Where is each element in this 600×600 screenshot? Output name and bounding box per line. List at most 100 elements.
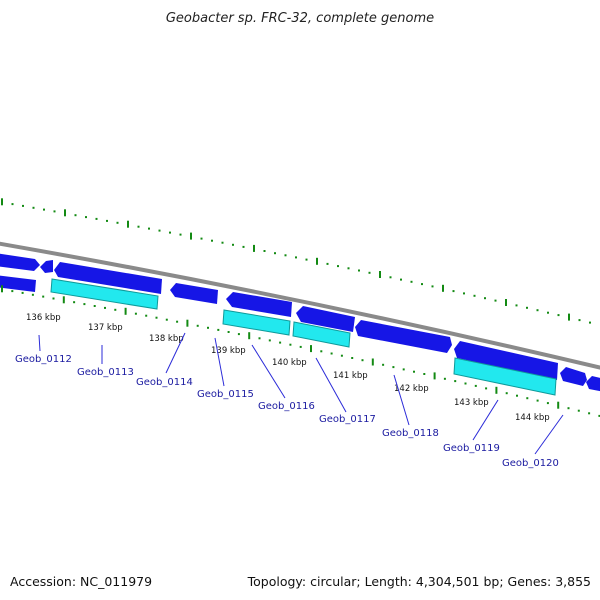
- gc-tick: [127, 220, 129, 228]
- gc-tick: [371, 358, 374, 366]
- gc-tick: [165, 318, 168, 321]
- gc-tick: [95, 217, 98, 220]
- gene-label-geob-0119[interactable]: Geob_0119: [443, 443, 500, 454]
- cds-arrow[interactable]: [296, 306, 355, 332]
- label-line: [393, 374, 410, 426]
- cds-arrow[interactable]: [170, 283, 218, 304]
- rna-feature[interactable]: [50, 278, 159, 310]
- gc-tick: [1, 198, 3, 206]
- cds-arrow[interactable]: [355, 320, 452, 353]
- gc-tick: [176, 320, 179, 323]
- gc-tick: [433, 372, 436, 380]
- gc-tick: [124, 307, 127, 315]
- gc-content-inner-track: [1, 285, 600, 417]
- gene-label-geob-0120[interactable]: Geob_0120: [502, 458, 559, 469]
- gc-tick: [473, 294, 476, 297]
- cds-arrow[interactable]: [560, 367, 587, 386]
- gc-tick: [330, 352, 333, 355]
- rna-feature[interactable]: [453, 357, 557, 396]
- gene-label-geob-0112[interactable]: Geob_0112: [15, 354, 72, 365]
- gc-tick: [588, 412, 591, 415]
- gc-tick: [392, 366, 395, 369]
- gc-tick: [221, 241, 224, 244]
- gc-tick: [526, 306, 528, 309]
- gc-tick: [268, 339, 271, 342]
- gc-tick: [217, 328, 220, 331]
- cds-arrow[interactable]: [0, 253, 40, 271]
- gc-tick: [263, 250, 266, 252]
- cds-arrow[interactable]: [586, 376, 600, 392]
- gc-tick: [463, 292, 465, 295]
- gc-tick: [155, 316, 158, 319]
- gc-tick: [474, 384, 477, 387]
- gc-tick: [464, 382, 467, 385]
- gc-tick: [495, 386, 498, 394]
- gene-label-geob-0115[interactable]: Geob_0115: [197, 389, 254, 400]
- gc-tick: [368, 271, 371, 274]
- rna-feature[interactable]: [222, 309, 291, 336]
- gc-tick: [546, 402, 549, 405]
- gc-tick: [337, 265, 339, 268]
- cds-arrow[interactable]: [54, 262, 162, 294]
- gc-tick: [248, 332, 251, 340]
- gc-tick: [295, 256, 297, 259]
- gc-tick: [379, 271, 381, 278]
- gc-tick: [104, 306, 106, 309]
- gc-tick: [62, 296, 65, 304]
- gc-tick: [423, 373, 426, 375]
- kbp-label: 141 kbp: [333, 371, 368, 381]
- gc-tick: [443, 377, 446, 380]
- gene-label-geob-0116[interactable]: Geob_0116: [258, 401, 315, 412]
- gc-skew-outer-track: [1, 198, 591, 324]
- gc-tick: [253, 244, 255, 252]
- gc-tick: [42, 295, 45, 298]
- gc-tick: [316, 257, 318, 265]
- gc-tick: [452, 290, 455, 293]
- gene-label-geob-0117[interactable]: Geob_0117: [319, 414, 376, 425]
- cds-block[interactable]: [0, 275, 36, 292]
- reverse-strand-track: [0, 275, 557, 396]
- kbp-label: 138 kbp: [149, 334, 184, 344]
- gc-tick: [305, 258, 308, 261]
- gene-label-geob-0113[interactable]: Geob_0113: [77, 367, 134, 378]
- gc-tick: [382, 363, 385, 366]
- gc-tick: [186, 319, 189, 327]
- gc-tick: [284, 254, 287, 257]
- gc-tick: [145, 314, 148, 317]
- gc-tick: [11, 203, 14, 206]
- gc-tick: [211, 239, 213, 242]
- label-line: [315, 357, 347, 413]
- gc-tick: [114, 308, 117, 311]
- gc-tick: [421, 283, 423, 286]
- gc-tick: [43, 208, 45, 211]
- gene-label-geob-0118[interactable]: Geob_0118: [382, 428, 439, 439]
- gc-tick: [431, 285, 434, 288]
- gc-tick: [158, 229, 161, 232]
- gc-tick: [516, 394, 518, 397]
- gene-label-geob-0114[interactable]: Geob_0114: [136, 377, 193, 388]
- cds-arrow[interactable]: [226, 292, 292, 317]
- gc-tick: [547, 311, 549, 314]
- gc-tick: [505, 392, 508, 395]
- gc-tick: [568, 313, 570, 321]
- kbp-label: 144 kbp: [515, 413, 550, 423]
- gc-tick: [494, 299, 497, 302]
- cds-arrow[interactable]: [454, 341, 558, 380]
- gc-tick: [200, 237, 203, 240]
- kbp-label: 142 kbp: [394, 384, 429, 394]
- gc-tick: [536, 399, 539, 402]
- gc-tick: [578, 319, 581, 322]
- gc-tick: [598, 414, 600, 417]
- rna-feature[interactable]: [292, 321, 351, 348]
- gc-tick: [410, 280, 413, 283]
- cds-arrow[interactable]: [40, 260, 53, 273]
- gc-tick: [351, 357, 354, 359]
- label-line: [38, 334, 41, 352]
- gc-tick: [137, 225, 140, 228]
- gc-tick: [567, 407, 570, 410]
- gc-tick: [320, 350, 323, 353]
- gc-tick: [413, 370, 415, 373]
- gc-tick: [1, 285, 3, 293]
- gc-tick: [258, 337, 261, 340]
